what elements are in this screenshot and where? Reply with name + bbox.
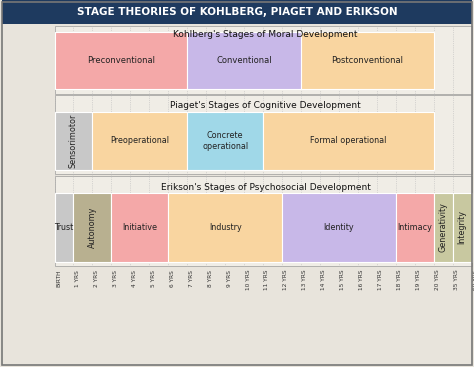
Bar — [55, 193, 73, 262]
Text: 11 YRS: 11 YRS — [264, 270, 270, 290]
Text: Preoperational: Preoperational — [110, 137, 169, 145]
Bar — [301, 32, 434, 89]
Text: 4 YRS: 4 YRS — [132, 270, 137, 287]
Text: Industry: Industry — [209, 223, 242, 232]
Text: BIRTH: BIRTH — [56, 270, 61, 287]
Text: 2 YRS: 2 YRS — [94, 270, 99, 287]
Text: 20 YRS: 20 YRS — [435, 270, 440, 291]
Bar — [73, 193, 111, 262]
Text: Kohlberg's Stages of Moral Development: Kohlberg's Stages of Moral Development — [173, 30, 358, 39]
Text: Erikson's Stages of Psychosocial Development: Erikson's Stages of Psychosocial Develop… — [161, 184, 370, 192]
Text: 18 YRS: 18 YRS — [397, 270, 402, 290]
Text: Intimacy: Intimacy — [397, 223, 432, 232]
Text: 17 YRS: 17 YRS — [378, 270, 383, 290]
Text: Piaget's Stages of Cognitive Development: Piaget's Stages of Cognitive Development — [170, 101, 361, 110]
Bar — [434, 193, 453, 262]
Text: 19 YRS: 19 YRS — [416, 270, 421, 290]
Bar — [55, 112, 92, 170]
Bar — [282, 193, 396, 262]
Text: Identity: Identity — [324, 223, 354, 232]
Text: Sensorimotor: Sensorimotor — [69, 114, 78, 168]
Bar — [168, 193, 282, 262]
Bar — [92, 112, 187, 170]
Text: Concrete
operational: Concrete operational — [202, 131, 248, 150]
Text: Conventional: Conventional — [216, 56, 272, 65]
Text: Initiative: Initiative — [122, 223, 157, 232]
Text: 14 YRS: 14 YRS — [321, 270, 327, 290]
Text: Generativity: Generativity — [439, 202, 447, 252]
Text: 15 YRS: 15 YRS — [340, 270, 346, 290]
Bar — [187, 32, 301, 89]
Text: STAGE THEORIES OF KOHLBERG, PIAGET AND ERIKSON: STAGE THEORIES OF KOHLBERG, PIAGET AND E… — [77, 7, 397, 17]
Text: 16 YRS: 16 YRS — [359, 270, 365, 290]
Text: 12 YRS: 12 YRS — [283, 270, 289, 290]
Bar — [263, 112, 434, 170]
Text: 7 YRS: 7 YRS — [189, 270, 194, 287]
Bar — [111, 193, 168, 262]
Bar — [55, 176, 472, 266]
Text: 35 YRS: 35 YRS — [454, 270, 459, 291]
Text: 60 YRS: 60 YRS — [473, 270, 474, 290]
Bar — [55, 32, 187, 89]
Text: Trust: Trust — [55, 223, 73, 232]
Text: 10 YRS: 10 YRS — [246, 270, 251, 290]
Bar — [55, 26, 472, 94]
Text: 6 YRS: 6 YRS — [170, 270, 175, 287]
Text: 9 YRS: 9 YRS — [227, 270, 232, 287]
Text: Formal operational: Formal operational — [310, 137, 387, 145]
Text: 1 YRS: 1 YRS — [75, 270, 80, 287]
Bar — [187, 112, 263, 170]
Text: Integrity: Integrity — [458, 210, 466, 244]
Bar — [396, 193, 434, 262]
Text: 3 YRS: 3 YRS — [113, 270, 118, 287]
Bar — [453, 193, 472, 262]
Bar — [2, 0, 472, 24]
Text: 8 YRS: 8 YRS — [208, 270, 213, 287]
Text: Postconventional: Postconventional — [331, 56, 403, 65]
Text: Preconventional: Preconventional — [87, 56, 155, 65]
Text: 5 YRS: 5 YRS — [151, 270, 156, 287]
Bar — [55, 95, 472, 174]
Text: 13 YRS: 13 YRS — [302, 270, 308, 290]
Text: Autonomy: Autonomy — [88, 207, 97, 248]
